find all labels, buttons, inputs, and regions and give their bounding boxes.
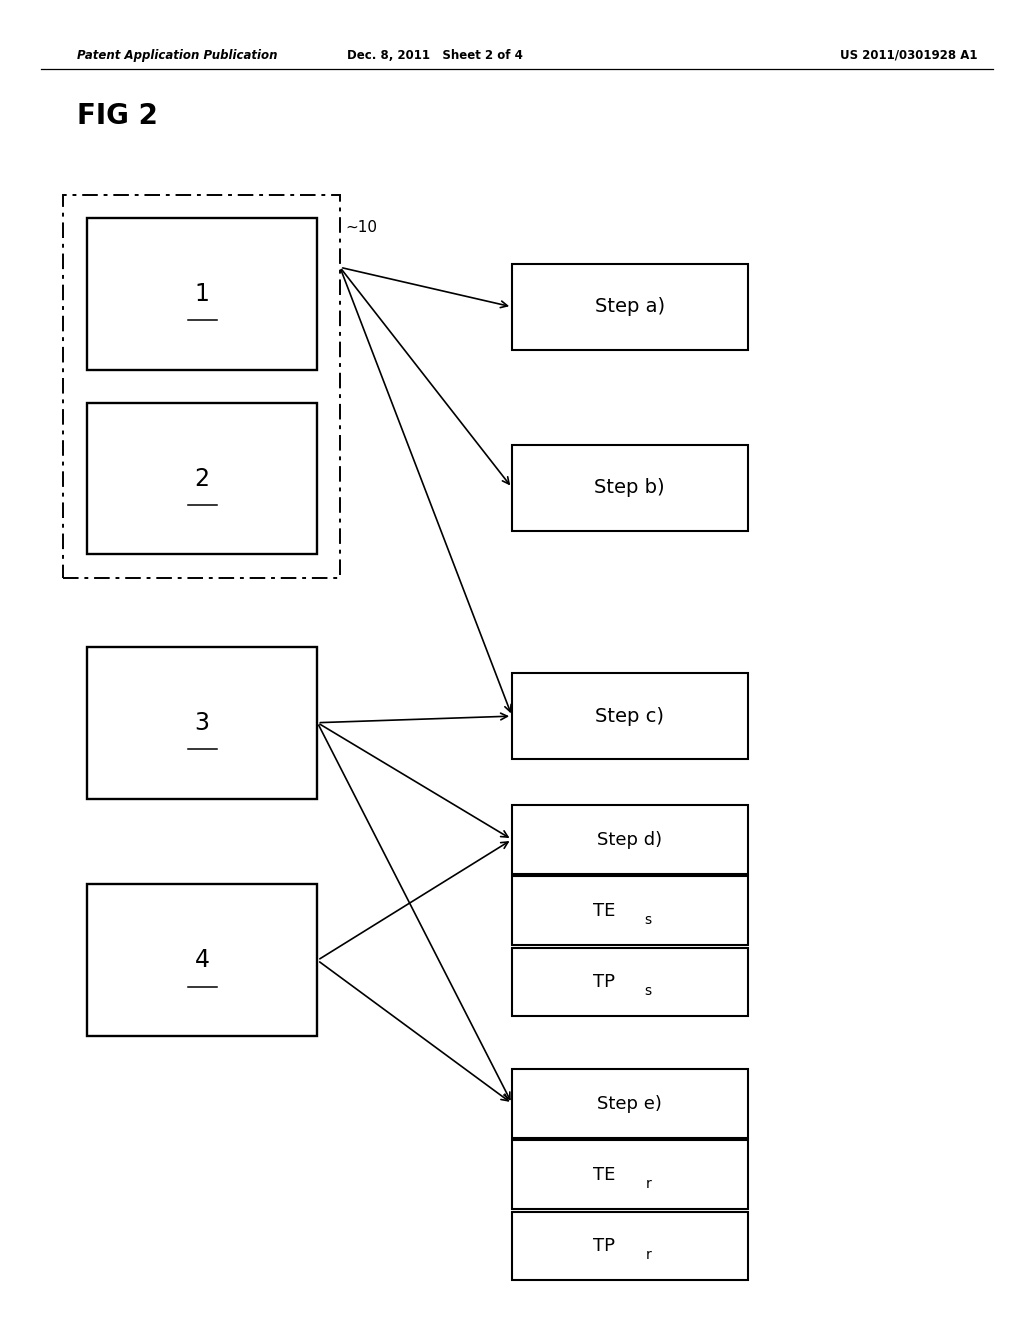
Text: TP: TP [593, 1237, 615, 1255]
Text: Step d): Step d) [597, 830, 663, 849]
Text: ~10: ~10 [345, 220, 377, 235]
Bar [87, 884, 317, 1036]
Text: 2: 2 [195, 466, 210, 491]
Text: Step b): Step b) [595, 478, 665, 498]
Bar [87, 218, 317, 370]
Bar [512, 445, 748, 531]
Text: TE: TE [593, 902, 615, 920]
Text: FIG 2: FIG 2 [77, 102, 158, 131]
Text: Step e): Step e) [597, 1094, 663, 1113]
Bar [512, 876, 748, 945]
Text: Patent Application Publication: Patent Application Publication [77, 49, 278, 62]
Bar [512, 1069, 748, 1138]
Text: r: r [645, 1177, 651, 1191]
Text: s: s [645, 985, 651, 998]
Bar [512, 1212, 748, 1280]
Text: Step c): Step c) [595, 706, 665, 726]
Text: TE: TE [593, 1166, 615, 1184]
Text: TP: TP [593, 973, 615, 991]
Bar [87, 403, 317, 554]
Bar [512, 805, 748, 874]
Bar [512, 948, 748, 1016]
Text: Step a): Step a) [595, 297, 665, 317]
Text: 3: 3 [195, 710, 210, 735]
Text: r: r [645, 1249, 651, 1262]
Text: s: s [645, 913, 651, 927]
Text: Dec. 8, 2011   Sheet 2 of 4: Dec. 8, 2011 Sheet 2 of 4 [347, 49, 523, 62]
Bar [87, 647, 317, 799]
Bar [512, 673, 748, 759]
Bar [512, 264, 748, 350]
Text: US 2011/0301928 A1: US 2011/0301928 A1 [840, 49, 977, 62]
Bar [63, 195, 340, 578]
Text: 4: 4 [195, 948, 210, 973]
Text: 1: 1 [195, 281, 210, 306]
Bar [512, 1140, 748, 1209]
